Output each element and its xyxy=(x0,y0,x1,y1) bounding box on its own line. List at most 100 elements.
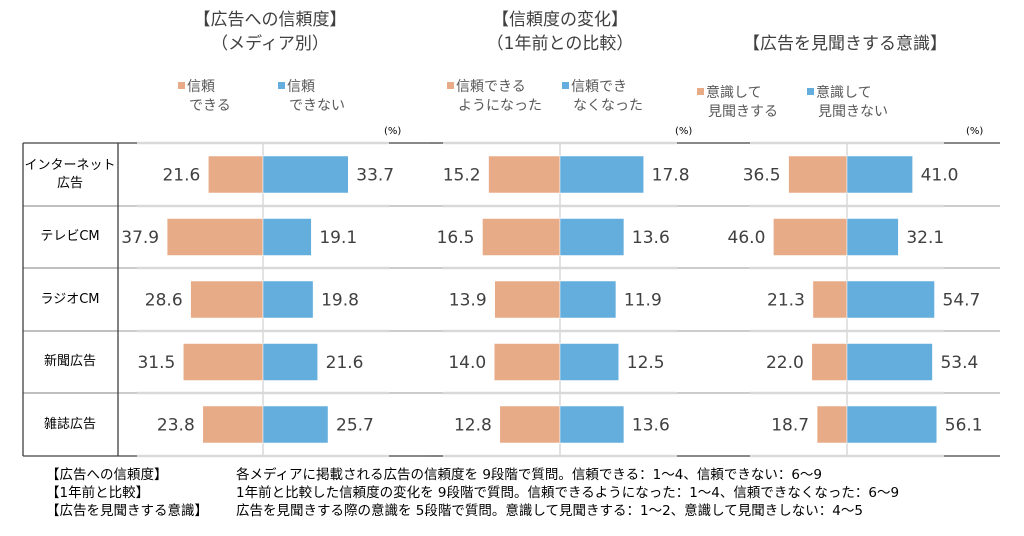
bar-right xyxy=(846,218,899,256)
data-label: 37.9 xyxy=(121,228,159,248)
panel-3-title-main: 【広告を見聞きする意識】 xyxy=(743,34,947,54)
data-label: 31.5 xyxy=(137,353,175,373)
bar-left xyxy=(493,343,561,381)
legend-text: 意識して xyxy=(816,85,872,101)
footnote-label: 【広告への信頼度】 xyxy=(46,467,168,483)
legend-text: できる xyxy=(189,98,231,114)
panel-2-subtitle: （1年前との比較） xyxy=(486,34,634,54)
data-label: 36.5 xyxy=(743,166,781,186)
bar-right xyxy=(559,280,617,319)
footnote-text: 広告を見聞きする際の意識を 5段階で質問。意識して見聞きする：1～2、意識して見… xyxy=(236,503,863,519)
unit-label-2: (%) xyxy=(675,126,693,137)
legend-text: 見聞きない xyxy=(818,104,888,120)
data-label: 19.1 xyxy=(319,228,357,248)
data-label: 19.8 xyxy=(321,291,359,311)
footnote-text: 各メディアに掲載される広告の信頼度を 9段階で質問。信頼できる：1～4、信頼でき… xyxy=(236,467,823,483)
legend-text: 信頼できる xyxy=(456,79,526,95)
legend-1-left: 信頼 できる xyxy=(178,78,231,116)
legend-text: 意識して xyxy=(706,85,762,101)
panel-2-title: 【信頼度の変化】 （1年前との比較） xyxy=(440,8,680,56)
data-label: 28.6 xyxy=(145,291,183,311)
bar-right xyxy=(559,155,644,194)
panel-3-title: 【広告を見聞きする意識】 xyxy=(720,32,970,56)
footnote-text: 1年前と比較した信頼度の変化を 9段階で質問。信頼できるようになった：1～4、信… xyxy=(236,485,900,501)
data-label: 16.5 xyxy=(437,228,475,248)
bar-left xyxy=(482,218,561,256)
legend-swatch-orange xyxy=(447,82,454,89)
data-label: 12.8 xyxy=(454,416,492,436)
legend-text: 信頼 xyxy=(287,79,315,95)
legend-3-right: 意識して 見聞きない xyxy=(807,84,888,122)
panel-2-title-main: 【信頼度の変化】 xyxy=(492,10,628,30)
bar-right xyxy=(559,218,625,256)
data-label: 14.0 xyxy=(448,353,486,373)
panel-1-title: 【広告への信頼度】 （メディア別） xyxy=(150,8,390,56)
panel-1-subtitle: （メディア別） xyxy=(211,34,329,54)
row-label-line: ラジオCM xyxy=(40,291,100,307)
row-label-line: 雑誌広告 xyxy=(43,416,96,432)
bar-right xyxy=(559,343,619,381)
bar-left xyxy=(494,280,561,319)
bar-left xyxy=(183,343,264,381)
bar-right xyxy=(262,155,349,194)
unit-label-1: (%) xyxy=(384,126,402,137)
bar-right xyxy=(846,280,935,319)
bar-right xyxy=(846,405,938,444)
row-label-radio: ラジオCM xyxy=(23,268,117,331)
footnotes: 【広告への信頼度】 各メディアに掲載される広告の信頼度を 9段階で質問。信頼できる… xyxy=(46,466,899,520)
row-label-line: 広告 xyxy=(56,176,83,191)
row-label-line: インターネット xyxy=(24,158,116,173)
legend-2-left: 信頼できる ようになった xyxy=(447,78,542,116)
legend-text: 信頼でき xyxy=(571,79,627,95)
footnote-label: 【1年前と比較】 xyxy=(46,485,150,501)
row-label-magazine: 雑誌広告 xyxy=(23,393,117,456)
legend-1-right: 信頼 できない xyxy=(278,78,345,116)
footnote-row: 【1年前と比較】 1年前と比較した信頼度の変化を 9段階で質問。信頼できるようにな… xyxy=(46,484,899,502)
legend-text: 信頼 xyxy=(187,79,215,95)
data-label: 22.0 xyxy=(766,353,804,373)
panel-1-title-main: 【広告への信頼度】 xyxy=(193,10,347,30)
data-label: 21.3 xyxy=(767,291,805,311)
footnote-row: 【広告への信頼度】 各メディアに掲載される広告の信頼度を 9段階で質問。信頼できる… xyxy=(46,466,899,484)
data-label: 53.4 xyxy=(940,353,978,373)
bar-left xyxy=(190,280,264,319)
data-label: 11.9 xyxy=(624,291,662,311)
bar-left xyxy=(202,405,264,444)
footnote-row: 【広告を見聞きする意識】 広告を見聞きする際の意識を 5段階で質問。意識して見聞き… xyxy=(46,502,899,520)
bar-right xyxy=(262,218,312,256)
bar-left xyxy=(812,280,848,319)
bar-right xyxy=(846,155,913,194)
legend-swatch-orange xyxy=(178,82,185,89)
footnote-label: 【広告を見聞きする意識】 xyxy=(46,503,208,519)
bar-left xyxy=(773,218,848,256)
bar-left xyxy=(499,405,561,444)
bar-right xyxy=(262,280,314,319)
bar-right xyxy=(262,405,329,444)
data-label: 17.8 xyxy=(652,166,690,186)
data-label: 23.8 xyxy=(157,416,195,436)
row-label-line: 新聞広告 xyxy=(43,354,96,369)
legend-swatch-blue xyxy=(278,82,285,89)
data-label: 33.7 xyxy=(356,166,394,186)
legend-swatch-blue xyxy=(807,88,814,95)
data-label: 13.6 xyxy=(632,228,670,248)
bar-left xyxy=(166,218,264,256)
legend-2-right: 信頼でき なくなった xyxy=(562,78,643,116)
bar-left xyxy=(811,343,848,381)
data-label: 56.1 xyxy=(945,416,983,436)
row-label-tv: テレビCM xyxy=(23,206,117,268)
legend-swatch-orange xyxy=(697,88,704,95)
bar-right xyxy=(559,405,625,444)
bar-right xyxy=(262,343,318,381)
data-label: 41.0 xyxy=(921,166,959,186)
data-label: 25.7 xyxy=(336,416,374,436)
legend-3-left: 意識して 見聞きする xyxy=(697,84,778,122)
data-label: 21.6 xyxy=(162,166,200,186)
legend-text: なくなった xyxy=(573,98,643,114)
data-label: 18.7 xyxy=(771,416,809,436)
row-label-line: テレビCM xyxy=(40,229,100,244)
bar-left xyxy=(208,155,264,194)
data-label: 32.1 xyxy=(906,228,944,248)
row-label-internet: インターネット 広告 xyxy=(23,144,117,206)
